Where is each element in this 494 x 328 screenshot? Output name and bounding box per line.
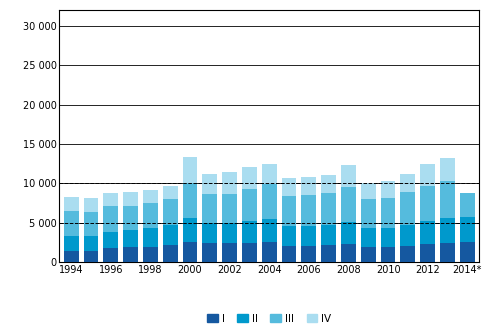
Bar	[163, 225, 178, 245]
Bar	[460, 216, 475, 242]
Bar	[83, 212, 98, 236]
Bar	[420, 244, 435, 262]
Bar	[123, 247, 138, 262]
Bar	[222, 223, 237, 243]
Bar	[183, 218, 198, 242]
Bar	[321, 175, 336, 193]
Bar	[64, 197, 79, 211]
Bar	[301, 177, 316, 195]
Bar	[321, 245, 336, 262]
Bar	[440, 158, 455, 181]
Bar	[222, 243, 237, 262]
Bar	[123, 230, 138, 247]
Bar	[401, 174, 415, 192]
Bar	[103, 248, 118, 262]
Bar	[401, 246, 415, 262]
Legend: I, II, III, IV: I, II, III, IV	[203, 310, 335, 328]
Bar	[381, 247, 396, 262]
Bar	[321, 225, 336, 245]
Bar	[103, 193, 118, 206]
Bar	[242, 167, 257, 189]
Bar	[420, 220, 435, 244]
Bar	[262, 219, 277, 242]
Bar	[381, 198, 396, 229]
Bar	[203, 243, 217, 262]
Bar	[163, 245, 178, 262]
Bar	[83, 236, 98, 251]
Bar	[222, 194, 237, 223]
Bar	[242, 243, 257, 262]
Bar	[203, 223, 217, 243]
Bar	[341, 165, 356, 187]
Bar	[301, 246, 316, 262]
Bar	[361, 199, 376, 229]
Bar	[282, 196, 296, 226]
Bar	[262, 184, 277, 219]
Bar	[460, 193, 475, 216]
Bar	[301, 195, 316, 226]
Bar	[440, 243, 455, 262]
Bar	[83, 198, 98, 212]
Bar	[420, 186, 435, 220]
Bar	[341, 187, 356, 222]
Bar	[203, 174, 217, 194]
Bar	[123, 192, 138, 206]
Bar	[183, 157, 198, 183]
Bar	[64, 251, 79, 262]
Bar	[282, 226, 296, 246]
Bar	[282, 246, 296, 262]
Bar	[163, 199, 178, 225]
Bar	[341, 222, 356, 244]
Bar	[143, 229, 158, 247]
Bar	[282, 178, 296, 196]
Bar	[460, 242, 475, 262]
Bar	[242, 189, 257, 220]
Bar	[262, 242, 277, 262]
Bar	[163, 186, 178, 199]
Bar	[420, 164, 435, 186]
Bar	[381, 229, 396, 247]
Bar	[183, 183, 198, 218]
Bar	[361, 183, 376, 199]
Bar	[143, 203, 158, 229]
Bar	[301, 226, 316, 246]
Bar	[440, 218, 455, 243]
Bar	[222, 173, 237, 194]
Bar	[143, 247, 158, 262]
Bar	[401, 192, 415, 225]
Bar	[341, 244, 356, 262]
Bar	[103, 206, 118, 232]
Bar	[103, 232, 118, 248]
Bar	[321, 193, 336, 225]
Bar	[183, 242, 198, 262]
Bar	[361, 229, 376, 247]
Bar	[203, 194, 217, 223]
Bar	[440, 181, 455, 218]
Bar	[262, 164, 277, 184]
Bar	[361, 247, 376, 262]
Bar	[381, 181, 396, 198]
Bar	[64, 211, 79, 236]
Bar	[242, 220, 257, 243]
Bar	[123, 206, 138, 230]
Bar	[83, 251, 98, 262]
Bar	[64, 236, 79, 251]
Bar	[401, 225, 415, 246]
Bar	[143, 190, 158, 203]
